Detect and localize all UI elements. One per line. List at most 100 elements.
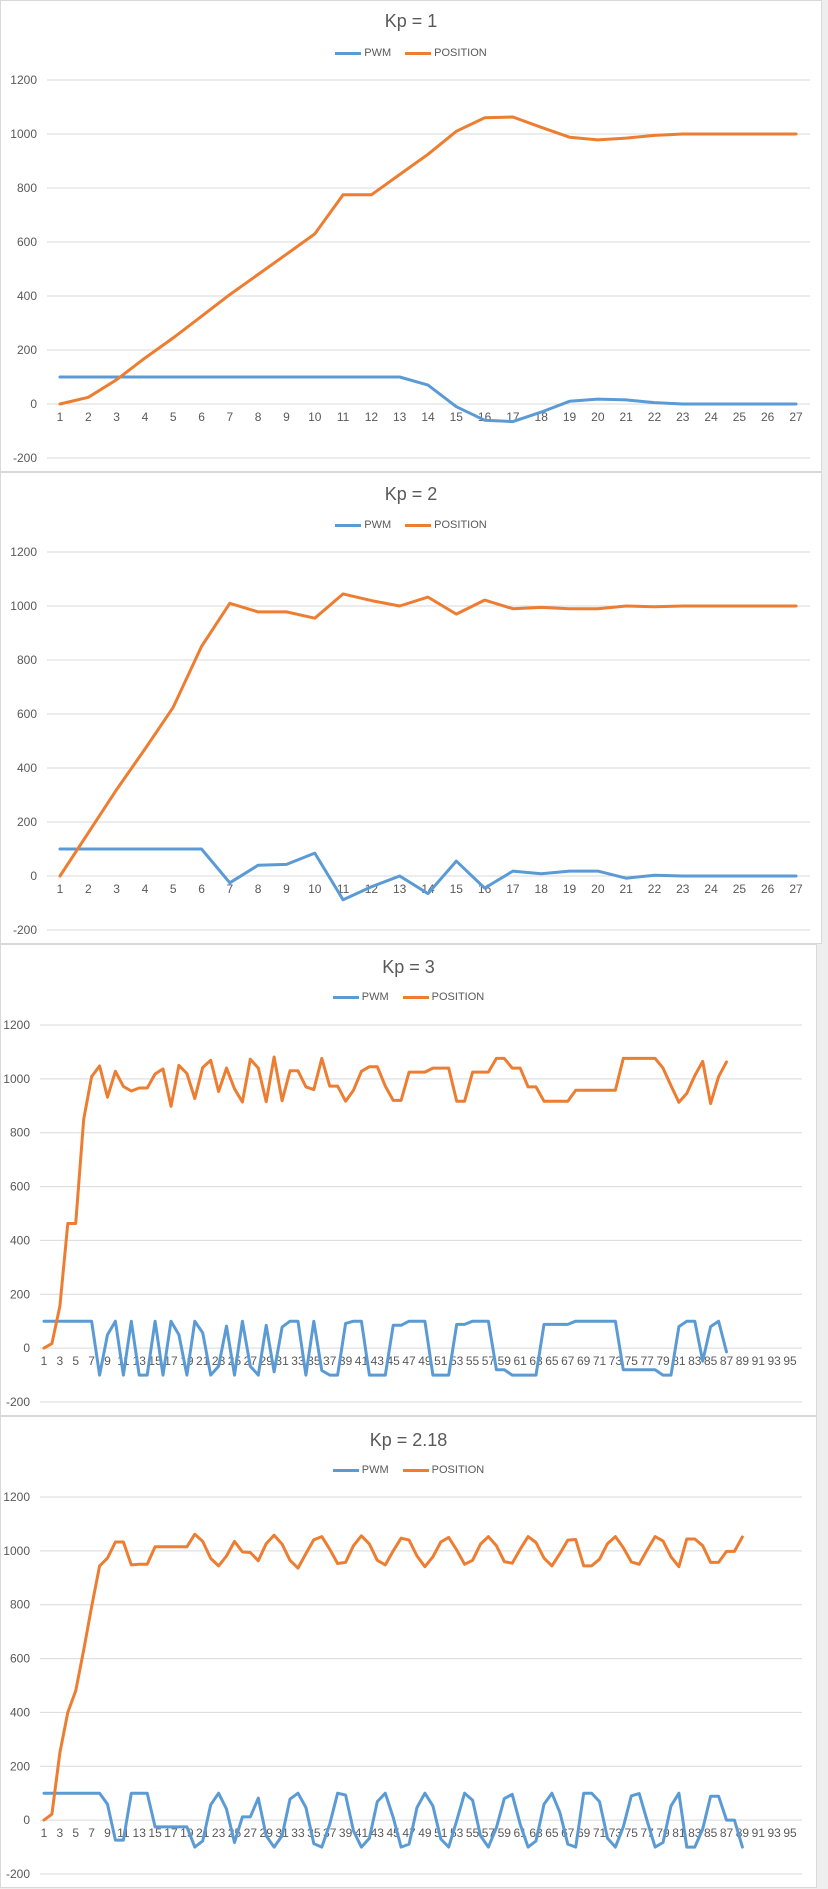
legend-item-pwm: PWM xyxy=(332,991,389,1003)
x-tick-label: 55 xyxy=(466,1826,480,1840)
legend-swatch-position xyxy=(405,523,432,527)
y-tick-label: 800 xyxy=(10,1598,30,1612)
x-tick-label: 59 xyxy=(498,1354,512,1368)
series-line-position xyxy=(58,115,798,406)
x-tick-label: 43 xyxy=(371,1354,385,1368)
chart-kp-2-18: -200 0 200 400 600 800 1000 1200 1 3 5 7 9 11 13 15 17 19… xyxy=(0,1416,817,1888)
legend-label: PWM xyxy=(361,991,389,1003)
x-tick-label: 15 xyxy=(450,882,464,896)
x-tick-label: 95 xyxy=(783,1354,797,1368)
x-tick-label: 19 xyxy=(563,410,577,424)
x-tick-label: 65 xyxy=(545,1826,559,1840)
y-tick-label: 600 xyxy=(17,707,37,721)
legend-item-position: POSITION xyxy=(405,519,487,531)
series-line-pwm xyxy=(58,847,798,902)
legend-swatch-position xyxy=(402,995,429,999)
x-tick-label: 45 xyxy=(387,1354,401,1368)
y-tick-label: 1200 xyxy=(3,1490,30,1504)
legend-label: POSITION xyxy=(431,1464,485,1476)
x-tick-label: 6 xyxy=(198,882,205,896)
x-tick-label: 81 xyxy=(672,1826,686,1840)
chart-title: Kp = 2.18 xyxy=(369,1430,448,1450)
x-tick-label: 1 xyxy=(57,410,64,424)
x-tick-label: 13 xyxy=(393,410,407,424)
x-tick-label: 22 xyxy=(648,410,662,424)
chart-kp-2: -200 0 200 400 600 800 1000 1200 1 2 3 4 5 6 7 8 9 10 11 12… xyxy=(0,472,822,944)
x-tick-label: 21 xyxy=(619,410,633,424)
x-tick-label: 21 xyxy=(619,882,633,896)
chart-legend: PWM POSITION xyxy=(1,991,816,1003)
x-tick-label: 9 xyxy=(104,1826,111,1840)
x-tick-label: 27 xyxy=(789,410,803,424)
legend-swatch-pwm xyxy=(332,995,359,999)
x-tick-label: 22 xyxy=(648,882,662,896)
y-tick-label: 400 xyxy=(17,289,37,303)
legend-item-position: POSITION xyxy=(402,991,484,1003)
x-tick-label: 8 xyxy=(255,882,262,896)
x-tick-label: 47 xyxy=(402,1354,416,1368)
x-tick-label: 24 xyxy=(704,410,718,424)
x-tick-label: 25 xyxy=(733,882,747,896)
x-tick-label: 5 xyxy=(72,1826,79,1840)
x-tick-label: 5 xyxy=(72,1354,79,1368)
legend-swatch-position xyxy=(402,1468,429,1472)
x-tick-label: 20 xyxy=(591,882,605,896)
y-tick-label: 0 xyxy=(30,869,37,883)
x-tick-label: 17 xyxy=(164,1826,178,1840)
x-tick-label: 93 xyxy=(767,1354,781,1368)
x-tick-label: 59 xyxy=(498,1826,512,1840)
x-tick-label: 61 xyxy=(513,1354,527,1368)
y-tick-label: 600 xyxy=(10,1652,30,1666)
x-tick-label: 85 xyxy=(704,1826,718,1840)
x-tick-label: 10 xyxy=(308,410,322,424)
y-tick-label: 200 xyxy=(10,1759,30,1773)
x-tick-label: 51 xyxy=(434,1354,448,1368)
legend-label: POSITION xyxy=(434,519,487,531)
x-tick-label: 75 xyxy=(625,1354,639,1368)
legend-item-pwm: PWM xyxy=(335,519,391,531)
y-tick-label: 200 xyxy=(17,815,37,829)
x-tick-label: 49 xyxy=(418,1354,432,1368)
x-tick-label: 9 xyxy=(283,410,290,424)
y-tick-label: 0 xyxy=(30,397,37,411)
y-tick-label: 200 xyxy=(10,1287,30,1301)
series-line-position xyxy=(42,1532,744,1822)
legend-swatch-position xyxy=(405,51,432,55)
x-tick-label: 9 xyxy=(104,1354,111,1368)
chart-kp-1: -200 0 200 400 600 800 1000 1200 1 2 3 4 5 6 7 8 9 10 11 12… xyxy=(0,0,822,472)
x-tick-label: 1 xyxy=(41,1354,48,1368)
x-tick-label: 15 xyxy=(148,1354,162,1368)
y-tick-label: 200 xyxy=(17,343,37,357)
series-line-pwm xyxy=(42,1791,744,1849)
x-tick-label: 26 xyxy=(761,882,775,896)
x-tick-label: 33 xyxy=(291,1826,305,1840)
y-tick-label: 1000 xyxy=(3,1072,30,1086)
x-tick-label: 24 xyxy=(704,882,718,896)
x-tick-label: 91 xyxy=(752,1354,766,1368)
legend-item-position: POSITION xyxy=(405,47,487,59)
chart-legend: PWM POSITION xyxy=(1,47,821,59)
x-tick-label: 71 xyxy=(593,1826,607,1840)
x-tick-label: 13 xyxy=(133,1826,147,1840)
x-tick-label: 73 xyxy=(609,1354,623,1368)
x-tick-label: 7 xyxy=(88,1354,95,1368)
chart-title: Kp = 2 xyxy=(384,484,438,504)
x-tick-label: 81 xyxy=(672,1354,686,1368)
y-tick-label: 1200 xyxy=(10,73,37,87)
x-tick-label: 23 xyxy=(212,1826,226,1840)
y-tick-label: 800 xyxy=(10,1126,30,1140)
y-tick-label: -200 xyxy=(13,923,37,937)
x-tick-label: 39 xyxy=(339,1826,353,1840)
x-tick-label: 25 xyxy=(733,410,747,424)
y-tick-label: 400 xyxy=(17,761,37,775)
x-tick-label: 17 xyxy=(506,882,520,896)
legend-swatch-pwm xyxy=(335,51,362,55)
x-tick-label: 15 xyxy=(450,410,464,424)
x-tick-label: 57 xyxy=(482,1354,496,1368)
x-tick-label: 65 xyxy=(545,1354,559,1368)
x-tick-label: 7 xyxy=(227,410,234,424)
x-tick-label: 35 xyxy=(307,1354,321,1368)
y-tick-label: -200 xyxy=(6,1867,30,1881)
x-tick-label: 71 xyxy=(593,1354,607,1368)
